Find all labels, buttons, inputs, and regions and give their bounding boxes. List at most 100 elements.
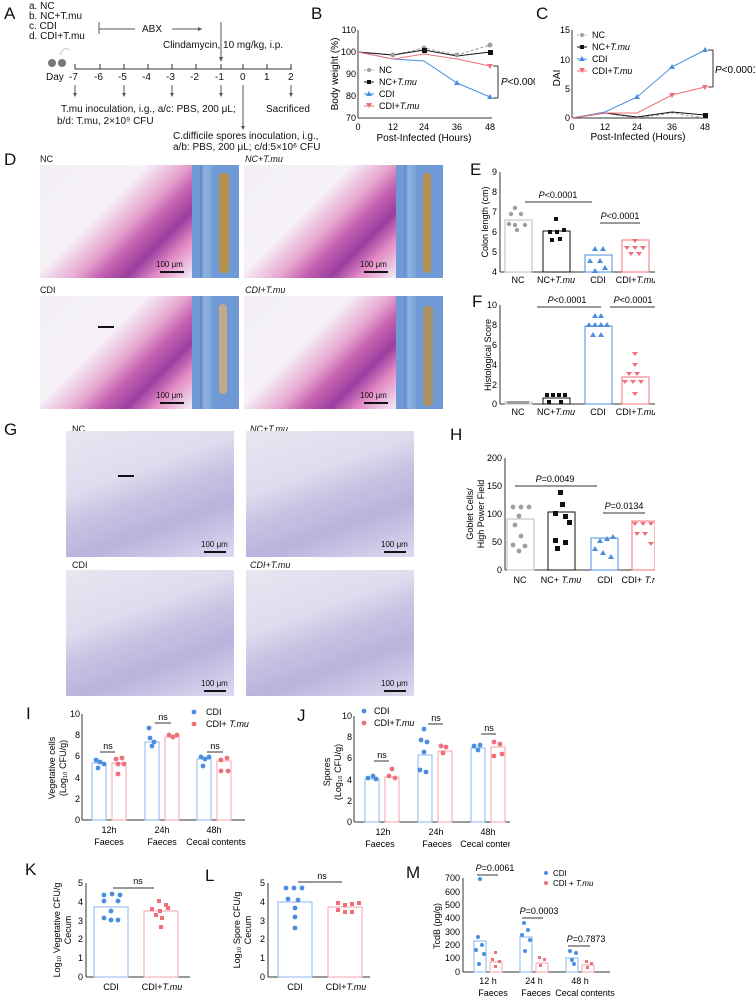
svg-text:4: 4 [75,773,80,783]
svg-text:CDI+ T.mu: CDI+ T.mu [622,575,655,585]
svg-text:10: 10 [560,55,570,65]
panel-label-i: I [26,704,31,723]
svg-text:NC+ T.mu: NC+ T.mu [541,575,581,585]
group-b: b. NC+T.mu [29,11,83,22]
svg-text:CDI: CDI [597,575,613,585]
day-tick: -3 [166,72,175,83]
svg-text:Faeces: Faeces [94,837,124,847]
svg-text:CDI+T.mu: CDI+T.mu [326,982,366,992]
svg-text:12 h: 12 h [479,976,497,986]
svg-text:700: 700 [445,873,460,883]
svg-text:P<0.0001: P<0.0001 [601,211,640,221]
svg-text:NC+T.mu: NC+T.mu [592,42,630,52]
svg-text:Log₁₀ Vegetative CFU/g: Log₁₀ Vegetative CFU/g [52,883,62,978]
svg-text:0: 0 [355,122,360,132]
svg-text:CDI+T.mu: CDI+T.mu [616,407,655,417]
svg-text:0: 0 [492,399,497,409]
svg-text:P=0.0061: P=0.0061 [476,863,515,873]
svg-text:500: 500 [445,900,460,910]
panel-label-k: K [25,860,37,879]
panel-label-l: L [205,866,215,885]
day-tick: -2 [190,72,199,83]
svg-text:200: 200 [445,940,460,950]
he-image-cdi-tmu: 100 μm [244,296,396,409]
pas-image-cdi-tmu: 100 μm [246,570,414,696]
svg-text:2: 2 [347,796,352,806]
svg-text:P<0.0001: P<0.0001 [548,295,587,305]
svg-text:ns: ns [158,712,168,722]
colon-photo-nc [192,165,239,278]
svg-text:Goblet Cells/: Goblet Cells/ [465,488,475,540]
svg-text:NC: NC [512,407,525,417]
pas-label-cdi-tmu: CDI+T.mu [250,560,291,570]
svg-text:50: 50 [492,537,502,547]
panel-label-j: J [297,706,306,725]
svg-text:CDI: CDI [590,407,606,417]
svg-text:DAI: DAI [552,70,563,87]
svg-text:4: 4 [492,360,497,370]
svg-text:6: 6 [75,751,80,761]
svg-text:ns: ns [377,750,387,760]
svg-text:NC+T.mu: NC+T.mu [379,77,417,87]
svg-text:4: 4 [260,897,265,907]
image-label-cdi-tmu: CDI+T.mu [245,285,286,295]
svg-text:CDI + T.mu: CDI + T.mu [553,879,594,888]
sacrificed-label: Sacrificed [266,104,310,115]
panel-label-h: H [450,425,463,444]
svg-text:CDI: CDI [592,54,608,64]
svg-text:2: 2 [492,380,497,390]
svg-text:5: 5 [78,878,83,888]
svg-text:Cecum: Cecum [243,916,253,945]
chart-histological-score: 10 8 6 4 2 0 Histological Score P<0.0001 P<0.… [483,295,655,417]
panel-label-a: A [4,4,16,23]
svg-text:3: 3 [78,916,83,926]
svg-text:90: 90 [346,69,356,79]
svg-text:1: 1 [260,953,265,963]
svg-text:36: 36 [667,122,677,132]
pas-label-cdi: CDI [72,560,88,570]
pas-label-nc-tmu: NC+T.mu [250,424,288,434]
panel-label-d: D [4,150,17,169]
svg-text:9: 9 [492,167,497,177]
svg-text:5: 5 [260,878,265,888]
svg-text:Cecum: Cecum [63,916,73,945]
svg-text:CDI: CDI [379,89,395,99]
svg-text:15: 15 [560,25,570,35]
day-ticks: -7 -6 -5 -4 -3 -2 -1 0 1 2 [0,72,300,84]
svg-text:2: 2 [78,934,83,944]
chart-spore-cecum: 5 4 3 2 1 0 Log₁₀ Spore CFU/g Cecum ns CDI CDI… [232,871,370,992]
svg-text:P=0.7873: P=0.7873 [567,934,606,944]
svg-text:NC: NC [379,65,392,75]
svg-text:Faeces: Faeces [422,839,452,849]
svg-text:48 h: 48 h [571,976,589,986]
colon-photo-cdi-tmu [396,296,443,409]
svg-text:0: 0 [347,817,352,827]
svg-text:CDI: CDI [287,982,303,992]
svg-text:P=0.0049: P=0.0049 [536,474,575,484]
svg-text:110: 110 [342,25,356,35]
abx-label: ABX [142,24,163,35]
svg-text:(Log₁₀ CFU/g): (Log₁₀ CFU/g) [58,740,68,796]
day-tick: -6 [94,72,103,83]
svg-text:0: 0 [565,113,570,123]
day-tick: 0 [240,72,246,83]
svg-text:(Log₁₀ CFU/g): (Log₁₀ CFU/g) [333,744,343,800]
group-c: c. CDI [29,21,57,32]
day-label: Day [46,72,64,83]
svg-text:4: 4 [492,267,497,277]
svg-text:NC+T.mu: NC+T.mu [537,407,575,417]
svg-text:100: 100 [445,953,460,963]
svg-text:12h: 12h [375,827,390,837]
svg-text:12h: 12h [101,825,116,835]
svg-text:CDI+ T.mu: CDI+ T.mu [206,719,249,729]
svg-text:5: 5 [492,247,497,257]
svg-text:100: 100 [341,47,356,57]
svg-text:Vegetative cells: Vegetative cells [47,736,57,799]
svg-text:CDI+T.mu: CDI+T.mu [616,275,655,285]
svg-text:Post-Infected (Hours): Post-Infected (Hours) [376,133,471,144]
svg-text:Log₁₀ Spore CFU/g: Log₁₀ Spore CFU/g [232,892,242,969]
svg-text:0: 0 [75,815,80,825]
svg-text:6: 6 [347,753,352,763]
svg-text:ns: ns [431,713,441,723]
clindamycin-label: Clindamycin, 10 mg/kg, i.p. [163,40,284,51]
